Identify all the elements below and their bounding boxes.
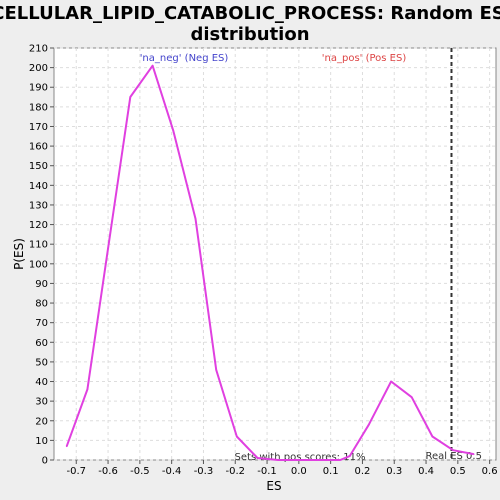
y-tick-label: 70 — [35, 318, 48, 329]
y-tick-label: 110 — [29, 240, 48, 251]
neg-es-annotation: 'na_neg' (Neg ES) — [140, 53, 229, 64]
y-axis-title: P(ES) — [12, 238, 26, 270]
data-point — [236, 435, 238, 438]
data-point — [390, 380, 392, 383]
x-tick-label: -0.4 — [162, 466, 182, 477]
data-point — [410, 396, 413, 399]
x-tick-label: 0.5 — [450, 466, 466, 477]
y-tick-label: 100 — [29, 259, 48, 270]
data-point — [256, 457, 259, 459]
x-tick-label: 0.6 — [482, 466, 498, 477]
x-tick-label: -0.3 — [194, 466, 214, 477]
plot-area — [53, 47, 497, 461]
y-tick-label: 140 — [29, 181, 48, 192]
pos-scores-annotation: Sets with pos scores: 11% — [235, 452, 366, 463]
data-point — [129, 96, 132, 98]
pos-es-annotation: 'na_pos' (Pos ES) — [322, 53, 407, 64]
data-point — [151, 64, 154, 67]
y-tick-label: 170 — [29, 122, 48, 133]
data-point — [172, 129, 175, 132]
data-point — [65, 445, 68, 448]
y-tick-label: 10 — [35, 436, 48, 447]
y-tick-label: 40 — [35, 377, 48, 388]
y-tick-label: 80 — [35, 299, 48, 310]
y-tick-label: 0 — [42, 456, 48, 467]
data-point — [194, 217, 197, 220]
data-point — [107, 247, 109, 249]
grid-lines — [54, 47, 496, 461]
y-tick-label: 150 — [29, 161, 48, 172]
y-tick-label: 50 — [35, 357, 48, 368]
data-point — [452, 449, 454, 451]
x-tick-label: -0.7 — [67, 466, 87, 477]
x-tick-label: 0.3 — [386, 466, 402, 477]
x-axis-title: ES — [266, 479, 281, 493]
y-tick-label: 60 — [35, 338, 48, 349]
x-tick-label: -0.5 — [130, 466, 150, 477]
x-tick-label: -0.6 — [98, 466, 118, 477]
y-tick-label: 190 — [29, 83, 48, 94]
x-tick-label: 0.0 — [291, 466, 307, 477]
x-tick-label: -0.1 — [257, 466, 277, 477]
y-tick-label: 210 — [29, 44, 48, 55]
y-tick-label: 90 — [35, 279, 48, 290]
data-point — [368, 423, 370, 426]
chart-title-line-2: distribution — [190, 24, 309, 45]
x-tick-label: -0.2 — [225, 466, 245, 477]
data-point — [215, 368, 217, 371]
data-point — [339, 459, 341, 461]
data-point — [318, 459, 321, 461]
y-tick-label: 200 — [29, 63, 48, 74]
x-axis: -0.7 -0.6 -0.5 -0.4 -0.3 -0.2 -0.1 0.0 0.1 0.2 0.3… — [67, 460, 498, 477]
y-tick-label: 180 — [29, 102, 48, 113]
x-tick-label: 0.1 — [323, 466, 339, 477]
data-point — [431, 435, 434, 438]
series-group — [65, 64, 475, 461]
data-point — [86, 388, 89, 391]
y-axis: 0 10 20 30 40 50 60 70 80 90 100 110 120 130 140 150 160… — [29, 44, 54, 467]
real-es-marker: Real ES 0.5 — [425, 48, 482, 462]
data-point — [472, 453, 475, 455]
data-point — [277, 459, 279, 461]
y-tick-label: 30 — [35, 397, 48, 408]
y-tick-label: 20 — [35, 416, 48, 427]
y-tick-label: 160 — [29, 142, 48, 153]
y-tick-label: 120 — [29, 220, 48, 231]
x-tick-label: 0.2 — [354, 466, 370, 477]
data-point — [298, 459, 300, 461]
data-point — [348, 455, 351, 457]
real-es-label: Real ES 0.5 — [425, 451, 481, 462]
chart-title-line-1: CELLULAR_LIPID_CATABOLIC_PROCESS: Random… — [0, 3, 500, 24]
y-tick-label: 130 — [29, 200, 48, 211]
x-tick-label: 0.4 — [418, 466, 434, 477]
